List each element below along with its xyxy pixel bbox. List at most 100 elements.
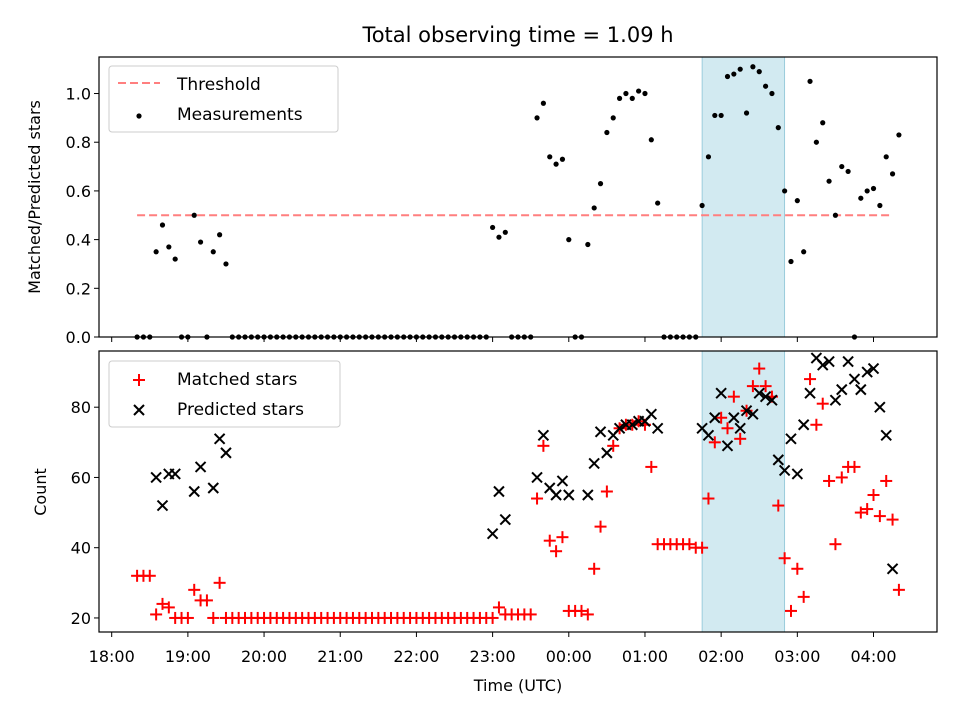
predicted-point <box>747 408 759 420</box>
measurement-point <box>559 156 566 162</box>
measurement-point <box>832 212 839 218</box>
measurement-point <box>623 90 629 97</box>
predicted-point <box>702 429 715 442</box>
matched-point <box>721 422 734 435</box>
matched-legend-label: Matched stars <box>177 370 297 390</box>
measurement-point <box>610 115 616 121</box>
measurement-point <box>217 232 223 238</box>
predicted-point <box>785 433 797 445</box>
predicted-point <box>778 464 791 477</box>
matched-point <box>543 534 556 547</box>
ratio-panel: 0.0 0.2 0.4 0.6 0.8 1.0 Matched/Predicted sta… <box>25 56 938 347</box>
observing-span <box>701 56 786 338</box>
measurement-point <box>629 95 635 101</box>
measurement-point <box>597 181 604 187</box>
y-tick-label: 0.8 <box>66 133 91 152</box>
matched-point <box>200 594 213 607</box>
measurement-point <box>813 139 819 145</box>
x-axis-label: Time (UTC) <box>473 676 562 695</box>
predicted-point <box>823 355 835 368</box>
predicted-point <box>651 422 664 434</box>
measurement-point <box>496 234 502 240</box>
matched-point <box>784 604 797 617</box>
y-tick-label: 80 <box>71 398 91 417</box>
matched-point <box>772 499 785 512</box>
bottom-legend-box <box>108 360 341 428</box>
predicted-point <box>626 419 638 431</box>
matched-point <box>696 541 709 554</box>
measurement-point <box>807 78 813 84</box>
predicted-point <box>855 383 867 396</box>
predicted-point <box>188 485 200 498</box>
predicted-point <box>563 489 575 501</box>
measurement-point <box>712 112 718 119</box>
matched-point <box>150 608 163 621</box>
predicted-point <box>194 461 207 473</box>
matched-point <box>213 576 226 589</box>
matched-point <box>181 611 194 624</box>
measurement-point <box>585 241 591 248</box>
measurement-point <box>566 237 572 243</box>
predicted-point <box>537 429 550 442</box>
predicted-point <box>556 475 569 487</box>
measurement-point <box>883 154 889 160</box>
predicted-point <box>594 426 607 438</box>
predicted-point <box>867 362 880 375</box>
predicted-point <box>531 471 543 484</box>
predicted-star-points <box>150 352 899 575</box>
measurement-point <box>636 88 642 94</box>
matched-point <box>645 460 658 473</box>
matched-point <box>537 439 550 452</box>
predicted-point <box>207 482 219 494</box>
matched-point <box>588 562 601 575</box>
measurement-point <box>172 256 178 262</box>
predicted-point <box>709 412 721 424</box>
predicted-point <box>861 366 873 378</box>
x-tick-label: 04:00 <box>850 647 896 666</box>
predicted-legend-label: Predicted stars <box>177 400 304 420</box>
matched-point <box>791 562 804 575</box>
top-y-axis-label: Matched/Predicted stars <box>25 100 44 294</box>
y-tick-label: 0.4 <box>66 231 91 250</box>
matched-point <box>486 611 499 624</box>
matched-point <box>156 597 169 610</box>
matched-point <box>861 503 874 516</box>
predicted-point <box>880 429 892 442</box>
matched-point <box>867 489 880 502</box>
matched-point <box>835 471 848 484</box>
predicted-point <box>772 454 784 466</box>
predicted-point <box>791 468 804 480</box>
matched-point <box>753 362 766 375</box>
measurement-point <box>153 249 159 255</box>
measurement-point <box>801 249 807 255</box>
matched-point <box>816 397 829 410</box>
measurement-point <box>889 171 896 177</box>
measurement-point <box>655 200 661 206</box>
matched-point <box>880 474 893 487</box>
measurement-point <box>699 202 705 209</box>
matched-point <box>492 601 505 614</box>
measurement-point <box>223 261 229 267</box>
predicted-point <box>728 412 740 424</box>
measurement-point <box>743 110 750 116</box>
bottom-x-axis: 18:00 19:00 20:00 21:00 22:00 23:00 00:00 01:00… <box>89 632 897 666</box>
predicted-point <box>156 499 169 512</box>
matched-point <box>804 373 817 386</box>
measurements-legend-label: Measurements <box>177 105 303 125</box>
predicted-point <box>715 387 727 399</box>
x-tick-label: 23:00 <box>470 647 516 666</box>
x-tick-label: 01:00 <box>622 647 668 666</box>
predicted-point <box>753 387 765 399</box>
matched-point <box>848 460 861 473</box>
measurement-point <box>839 163 845 170</box>
measurement-point <box>731 71 737 77</box>
predicted-point <box>829 394 842 406</box>
predicted-point <box>582 489 594 501</box>
measurement-point <box>502 229 508 235</box>
measurement-point <box>775 125 781 131</box>
matched-point <box>683 538 696 551</box>
predicted-point <box>486 527 499 540</box>
measurement-point <box>616 95 623 101</box>
matched-legend-swatch <box>133 374 145 386</box>
